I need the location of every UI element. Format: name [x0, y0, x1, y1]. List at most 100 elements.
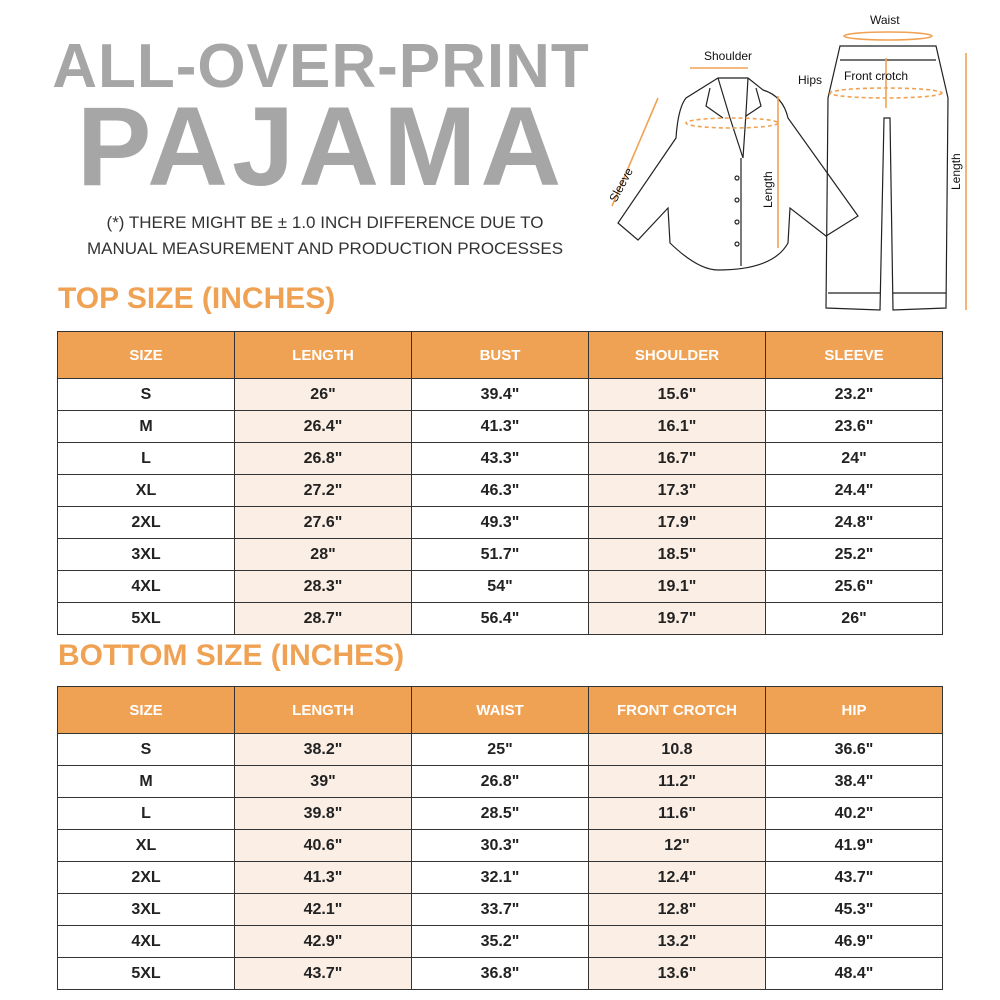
table-cell: 46.9"	[765, 925, 943, 958]
table-cell: 39"	[234, 765, 412, 798]
table-cell: 28.3"	[234, 570, 412, 603]
table-cell: 3XL	[57, 893, 235, 926]
table-cell: 56.4"	[411, 602, 589, 635]
table-cell: XL	[57, 474, 235, 507]
table-cell: 5XL	[57, 602, 235, 635]
table-cell: 13.2"	[588, 925, 766, 958]
table-cell: M	[57, 765, 235, 798]
column-header: SLEEVE	[765, 331, 943, 379]
table-cell: 24"	[765, 442, 943, 475]
table-cell: 23.6"	[765, 410, 943, 443]
table-cell: 11.2"	[588, 765, 766, 798]
table-cell: 27.6"	[234, 506, 412, 539]
table-row: 5XL 43.7" 36.8" 13.6" 48.4"	[57, 957, 943, 990]
table-cell: XL	[57, 829, 235, 862]
table-cell: 11.6"	[588, 797, 766, 830]
table-cell: 26"	[234, 378, 412, 411]
table-cell: 41.9"	[765, 829, 943, 862]
table-cell: 4XL	[57, 925, 235, 958]
measurement-lines	[611, 31, 967, 310]
table-cell: 24.4"	[765, 474, 943, 507]
column-header: SIZE	[57, 686, 235, 734]
table-cell: 23.2"	[765, 378, 943, 411]
table-cell: S	[57, 733, 235, 766]
table-cell: 12.8"	[588, 893, 766, 926]
table-row: 2XL 41.3" 32.1" 12.4" 43.7"	[57, 861, 943, 894]
table-row: M 39" 26.8" 11.2" 38.4"	[57, 765, 943, 798]
column-header: SIZE	[57, 331, 235, 379]
label-bottom-length: Length	[949, 153, 963, 190]
table-cell: 16.7"	[588, 442, 766, 475]
label-sleeve: Sleeve	[606, 165, 636, 204]
table-row: M 26.4" 41.3" 16.1" 23.6"	[57, 410, 943, 443]
table-cell: 12.4"	[588, 861, 766, 894]
table-cell: L	[57, 442, 235, 475]
table-cell: S	[57, 378, 235, 411]
table-cell: 38.4"	[765, 765, 943, 798]
title-line-1: ALL-OVER-PRINT	[52, 32, 590, 101]
table-cell: 4XL	[57, 570, 235, 603]
table-cell: 17.9"	[588, 506, 766, 539]
table-cell: 2XL	[57, 506, 235, 539]
table-row: 5XL 28.7" 56.4" 19.7" 26"	[57, 602, 943, 635]
table-cell: 35.2"	[411, 925, 589, 958]
top-size-table: SIZE LENGTH BUST SHOULDER SLEEVE S 26" 39.4" 15.…	[57, 331, 943, 635]
table-cell: 2XL	[57, 861, 235, 894]
table-row: 3XL 42.1" 33.7" 12.8" 45.3"	[57, 893, 943, 926]
table-row: 4XL 28.3" 54" 19.1" 25.6"	[57, 570, 943, 603]
column-header: WAIST	[411, 686, 589, 734]
note-line-1: (*) THERE MIGHT BE ± 1.0 INCH DIFFERENCE…	[106, 213, 544, 232]
table-cell: 38.2"	[234, 733, 412, 766]
label-shoulder: Shoulder	[704, 49, 752, 63]
column-header: BUST	[411, 331, 589, 379]
table-cell: 30.3"	[411, 829, 589, 862]
title-line-2: PAJAMA	[76, 84, 566, 209]
table-cell: 19.7"	[588, 602, 766, 635]
table-cell: 28.5"	[411, 797, 589, 830]
table-cell: 39.4"	[411, 378, 589, 411]
pajama-diagram: Shoulder Sleeve Length Waist Hips Front …	[606, 13, 967, 311]
table-row: L 26.8" 43.3" 16.7" 24"	[57, 442, 943, 475]
table-cell: 48.4"	[765, 957, 943, 990]
table-cell: 24.8"	[765, 506, 943, 539]
table-cell: 42.1"	[234, 893, 412, 926]
table-cell: 25.6"	[765, 570, 943, 603]
table-row: 4XL 42.9" 35.2" 13.2" 46.9"	[57, 925, 943, 958]
label-top-length: Length	[761, 171, 775, 208]
table-cell: 40.6"	[234, 829, 412, 862]
column-header: HIP	[765, 686, 943, 734]
column-header: LENGTH	[234, 331, 412, 379]
table-cell: 54"	[411, 570, 589, 603]
table-cell: 13.6"	[588, 957, 766, 990]
table-cell: 16.1"	[588, 410, 766, 443]
measurement-note: (*) THERE MIGHT BE ± 1.0 INCH DIFFERENCE…	[30, 210, 620, 262]
table-cell: M	[57, 410, 235, 443]
table-row: 2XL 27.6" 49.3" 17.9" 24.8"	[57, 506, 943, 539]
table-cell: 27.2"	[234, 474, 412, 507]
table-cell: 19.1"	[588, 570, 766, 603]
table-cell: 51.7"	[411, 538, 589, 571]
table-cell: 32.1"	[411, 861, 589, 894]
table-cell: 43.3"	[411, 442, 589, 475]
table-cell: 28.7"	[234, 602, 412, 635]
table-cell: 39.8"	[234, 797, 412, 830]
table-row: S 38.2" 25" 10.8 36.6"	[57, 733, 943, 766]
table-cell: 15.6"	[588, 378, 766, 411]
table-row: XL 40.6" 30.3" 12" 41.9"	[57, 829, 943, 862]
label-waist: Waist	[870, 13, 900, 27]
table-cell: 40.2"	[765, 797, 943, 830]
table-cell: 43.7"	[765, 861, 943, 894]
label-front-crotch: Front crotch	[844, 69, 908, 83]
note-line-2: MANUAL MEASUREMENT AND PRODUCTION PROCES…	[86, 239, 564, 258]
table-cell: 42.9"	[234, 925, 412, 958]
table-cell: 43.7"	[234, 957, 412, 990]
table-cell: 26.4"	[234, 410, 412, 443]
table-cell: 49.3"	[411, 506, 589, 539]
column-header: LENGTH	[234, 686, 412, 734]
table-cell: 25.2"	[765, 538, 943, 571]
table-cell: 33.7"	[411, 893, 589, 926]
table-cell: 12"	[588, 829, 766, 862]
table-cell: 28"	[234, 538, 412, 571]
table-cell: 45.3"	[765, 893, 943, 926]
table-row: XL 27.2" 46.3" 17.3" 24.4"	[57, 474, 943, 507]
